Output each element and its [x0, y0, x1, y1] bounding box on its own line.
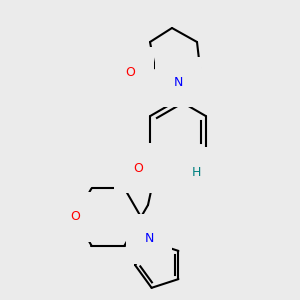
Text: N: N [144, 232, 154, 245]
Text: N: N [173, 166, 183, 178]
Text: O: O [125, 65, 135, 79]
Text: N: N [173, 76, 183, 88]
Text: O: O [70, 211, 80, 224]
Text: H: H [191, 166, 201, 178]
Text: O: O [133, 161, 143, 175]
